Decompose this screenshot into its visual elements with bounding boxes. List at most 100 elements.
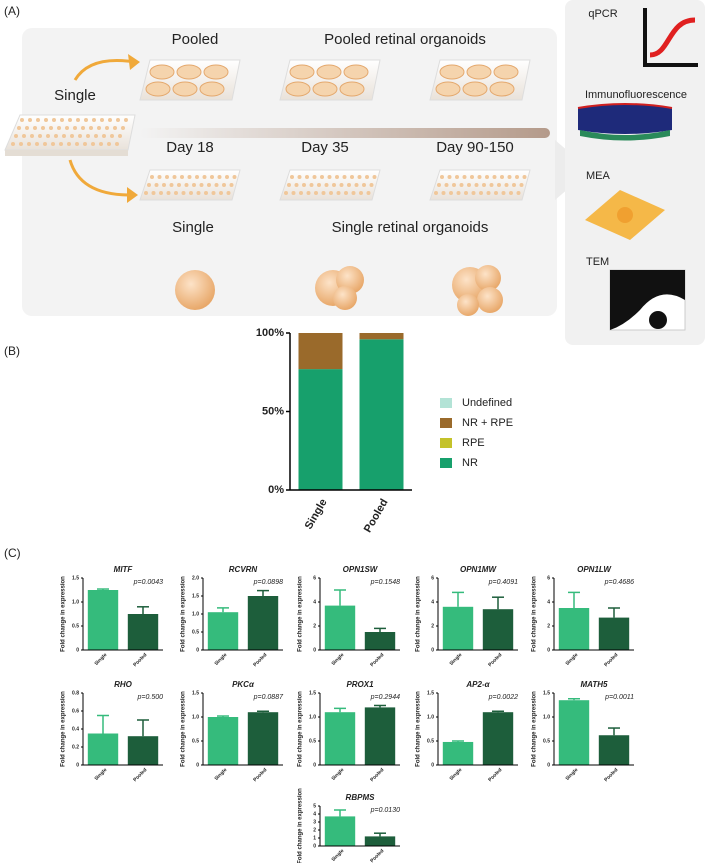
well — [196, 191, 201, 195]
well — [11, 142, 15, 146]
panel-label: (B) — [4, 344, 20, 358]
well — [202, 175, 207, 179]
bar — [207, 612, 239, 650]
y-tick-label: 0 — [431, 762, 434, 768]
x-tick-label: Single — [213, 652, 228, 667]
well — [149, 64, 175, 80]
well — [145, 81, 171, 97]
well — [512, 183, 516, 187]
well — [174, 191, 178, 195]
chart-title: OPN1LW — [577, 565, 612, 574]
well — [177, 183, 181, 187]
p-value: p=0.4091 — [488, 579, 518, 586]
well — [486, 191, 491, 195]
well — [33, 126, 37, 130]
well — [489, 81, 515, 97]
p-value: p=0.500 — [137, 694, 164, 701]
y-tick-label: 1.0 — [192, 611, 199, 617]
y-tick-label: 0 — [313, 762, 316, 768]
well — [210, 175, 214, 179]
well — [189, 191, 193, 195]
well — [27, 142, 31, 146]
assay-panel — [565, 0, 705, 345]
day-label: Day 18 — [166, 139, 214, 156]
well — [343, 64, 369, 80]
well — [440, 175, 444, 179]
well — [17, 126, 21, 130]
x-tick-label: Single — [448, 767, 463, 782]
well — [285, 81, 311, 97]
bar — [482, 712, 514, 765]
y-tick-label: 1.0 — [427, 714, 434, 720]
well — [172, 175, 177, 179]
well — [57, 126, 61, 130]
label: Pooled retinal organoids — [324, 31, 486, 48]
y-tick-label: 2 — [313, 827, 316, 833]
label: Single — [54, 87, 96, 104]
bar — [127, 614, 159, 650]
tem-icon — [609, 269, 686, 331]
well — [339, 183, 344, 187]
chart-title: RCVRN — [229, 565, 258, 574]
well — [312, 81, 338, 97]
well — [501, 191, 506, 195]
well — [459, 183, 464, 187]
label: Pooled — [172, 31, 219, 48]
well — [226, 191, 231, 195]
y-tick-label: 1.5 — [309, 690, 316, 696]
well — [509, 191, 513, 195]
well — [99, 142, 103, 146]
well — [19, 142, 23, 146]
y-tick-label: 2 — [431, 623, 434, 629]
p-value: p=0.2944 — [370, 694, 400, 701]
well — [97, 126, 101, 130]
y-tick-label: 0.5 — [427, 738, 434, 744]
x-tick-label: Single — [213, 767, 228, 782]
well — [144, 191, 148, 195]
well — [507, 175, 512, 179]
arrow-down — [68, 159, 131, 197]
well — [67, 142, 71, 146]
organoid — [452, 265, 503, 316]
well — [199, 81, 225, 97]
y-tick-label: 50% — [262, 405, 284, 417]
y-tick-label: 1.5 — [192, 593, 199, 599]
well — [151, 191, 156, 195]
day-label: Day 90-150 — [436, 139, 514, 156]
well — [344, 191, 348, 195]
bar — [207, 717, 239, 765]
bar — [87, 733, 119, 765]
y-tick-label: 1.5 — [192, 690, 199, 696]
well — [493, 64, 519, 80]
well — [302, 183, 306, 187]
y-tick-label: 0 — [196, 762, 199, 768]
well — [441, 191, 446, 195]
well — [38, 134, 42, 138]
y-axis-label: Fold change in expression — [416, 576, 422, 652]
well — [456, 191, 461, 195]
well — [94, 134, 98, 138]
y-tick-label: 4 — [313, 811, 316, 817]
y-tick-label: 0.5 — [543, 738, 550, 744]
p-value: p=0.0043 — [133, 579, 163, 586]
well — [336, 191, 341, 195]
well — [516, 191, 521, 195]
well — [89, 126, 93, 130]
y-tick-label: 1.5 — [543, 690, 550, 696]
y-axis-label: Fold change in expression — [532, 691, 538, 767]
well — [118, 134, 122, 138]
well — [290, 175, 294, 179]
well — [154, 183, 159, 187]
well — [482, 183, 486, 187]
legend-label: NR — [462, 457, 478, 469]
chart-title: PROX1 — [346, 680, 374, 689]
well — [165, 175, 169, 179]
y-axis-label: Fold change in expression — [61, 576, 67, 652]
well — [462, 175, 467, 179]
well — [289, 64, 315, 80]
x-tick-label: Pooled — [603, 652, 619, 668]
x-tick-label: Pooled — [132, 767, 148, 783]
p-value: p=0.1548 — [370, 579, 400, 586]
well — [59, 142, 63, 146]
bar — [127, 736, 159, 765]
